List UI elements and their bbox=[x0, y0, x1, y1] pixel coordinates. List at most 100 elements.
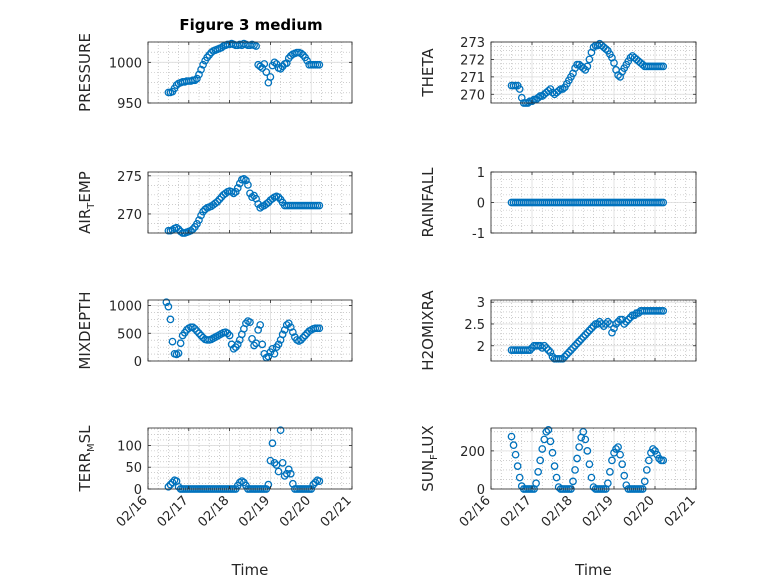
data-point bbox=[250, 341, 258, 350]
data-point bbox=[276, 426, 285, 435]
data-point bbox=[248, 334, 256, 343]
x-axis-label: Time bbox=[231, 561, 269, 579]
data-point bbox=[258, 64, 267, 72]
data-point bbox=[197, 211, 205, 220]
subplot-3: -1 0 1 RAINFALL bbox=[419, 166, 697, 242]
data-point bbox=[264, 198, 273, 207]
data-point bbox=[166, 315, 175, 324]
data-point bbox=[229, 344, 238, 353]
data-point bbox=[544, 86, 553, 95]
subplot-5: 2 2.5 3 H2OMIXRA bbox=[419, 290, 697, 371]
data-point bbox=[274, 467, 283, 476]
y-tick-label: 0 bbox=[477, 197, 485, 212]
y-tick-label: 1000 bbox=[109, 56, 142, 71]
data-point bbox=[264, 352, 273, 361]
data-point bbox=[164, 302, 173, 311]
data-point bbox=[618, 460, 627, 469]
data-point bbox=[213, 197, 222, 206]
data-point bbox=[573, 339, 581, 348]
data-point bbox=[191, 324, 199, 333]
y-tick-label: 275 bbox=[117, 170, 142, 185]
data-point bbox=[309, 480, 318, 489]
data-point bbox=[579, 333, 588, 341]
data-point bbox=[244, 181, 252, 189]
data-point bbox=[554, 86, 563, 95]
subplot-0: 950 1000 PRESSURE bbox=[76, 33, 353, 112]
y-tick-label: 2.5 bbox=[464, 318, 485, 333]
data-point bbox=[614, 443, 622, 451]
data-point bbox=[242, 176, 250, 185]
data-point bbox=[659, 307, 668, 315]
y-tick-label: 270 bbox=[460, 88, 485, 103]
data-point bbox=[201, 205, 209, 214]
data-point bbox=[235, 179, 244, 188]
data-point bbox=[231, 187, 240, 196]
data-point bbox=[286, 469, 295, 478]
y-axis-label: RAINFALL bbox=[419, 167, 437, 238]
x-tick-label: 02/17 bbox=[155, 493, 192, 530]
y-tick-label: 0 bbox=[134, 483, 142, 498]
data-point bbox=[274, 340, 283, 349]
subplot-2: 270 275 AIRTEMP bbox=[76, 170, 353, 237]
data-point bbox=[256, 321, 265, 329]
subplot-7: 0 200 02/16 02/17 02/18 02/19 02/20 02/21 Time SU… bbox=[419, 425, 699, 579]
data-point bbox=[608, 328, 616, 337]
data-point bbox=[558, 354, 567, 363]
axes-box bbox=[490, 299, 697, 362]
data-point bbox=[620, 320, 629, 328]
data-point bbox=[507, 432, 516, 441]
data-point bbox=[315, 201, 324, 210]
data-point bbox=[560, 352, 569, 361]
y-tick-label: 3 bbox=[477, 296, 485, 311]
data-point bbox=[653, 450, 661, 459]
data-point bbox=[606, 467, 614, 476]
data-point bbox=[587, 324, 596, 333]
data-point bbox=[315, 324, 324, 333]
y-axis-label: MIXDEPTH bbox=[76, 291, 94, 369]
data-point bbox=[583, 447, 592, 455]
y-tick-label: 273 bbox=[460, 36, 485, 51]
data-point bbox=[278, 459, 287, 467]
data-point bbox=[168, 337, 177, 346]
y-tick-label: 271 bbox=[460, 71, 485, 86]
data-point bbox=[616, 450, 625, 459]
data-point bbox=[174, 349, 183, 358]
x-tick-label: 02/21 bbox=[662, 493, 699, 530]
data-point bbox=[630, 311, 639, 320]
x-tick-label: 02/16 bbox=[114, 493, 151, 530]
y-axis-label: H2OMIXRA bbox=[419, 290, 437, 371]
data-point bbox=[260, 60, 269, 68]
y-tick-label: -1 bbox=[472, 227, 485, 242]
axes-box bbox=[147, 41, 353, 104]
data-point bbox=[640, 477, 649, 486]
y-tick-label: 200 bbox=[460, 445, 485, 460]
data-point bbox=[166, 480, 175, 489]
data-point bbox=[509, 441, 518, 450]
y-tick-label: 50 bbox=[125, 461, 142, 476]
data-point bbox=[303, 56, 311, 65]
subplot-1: 270 271 272 273 THETA bbox=[419, 36, 697, 107]
data-point bbox=[603, 479, 612, 488]
x-tick-label: 02/21 bbox=[318, 493, 355, 530]
data-point bbox=[567, 346, 575, 354]
data-point bbox=[571, 341, 579, 350]
y-tick-label: 2 bbox=[477, 340, 485, 355]
data-point bbox=[585, 326, 594, 335]
data-point bbox=[197, 65, 205, 74]
data-point bbox=[511, 450, 520, 459]
data-point bbox=[562, 350, 571, 359]
data-point bbox=[620, 471, 629, 480]
data-point bbox=[266, 73, 275, 81]
data-point bbox=[532, 479, 540, 488]
data-point bbox=[626, 313, 635, 322]
axes-box bbox=[147, 427, 353, 490]
y-tick-label: 0 bbox=[134, 355, 142, 370]
data-point bbox=[622, 481, 631, 490]
axes-box bbox=[147, 299, 353, 362]
data-point bbox=[242, 319, 250, 328]
y-axis-label: PRESSURE bbox=[76, 33, 94, 112]
data-point bbox=[256, 203, 265, 212]
data-point bbox=[546, 348, 555, 357]
data-point bbox=[193, 220, 201, 228]
data-point bbox=[297, 336, 305, 344]
